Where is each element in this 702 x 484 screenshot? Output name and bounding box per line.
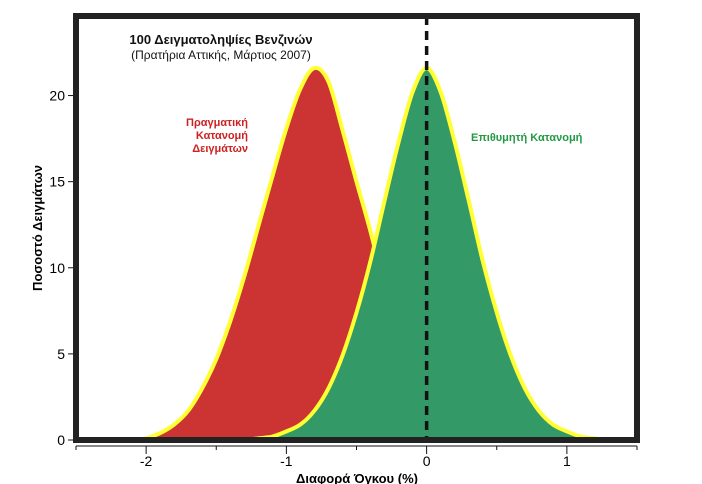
annotation-actual-line-3: Δειγμάτων	[192, 143, 248, 155]
x-tick-label: 0	[423, 453, 431, 469]
x-axis-label: Διαφορά Όγκου (%)	[296, 471, 418, 484]
y-tick-label: 10	[49, 260, 65, 276]
annotation-desired: Επιθυμητή Κατανομή	[471, 132, 583, 144]
y-tick-label: 15	[49, 174, 65, 190]
plot-area	[131, 16, 610, 440]
annotation-actual-line-2: Κατανομή	[196, 130, 248, 142]
y-tick-label: 5	[57, 346, 65, 362]
x-tick-label: -1	[280, 453, 293, 469]
y-axis-label: Ποσοστό Δειγμάτων	[30, 165, 45, 291]
annotation-actual-line-1: Πραγματική	[186, 117, 248, 129]
y-tick-label: 0	[57, 432, 65, 448]
plot-frame	[73, 13, 640, 443]
x-tick-label: -2	[140, 453, 153, 469]
series-area-desired	[244, 68, 609, 440]
chart-subtitle: (Πρατήρια Αττικής, Μάρτιος 2007)	[131, 48, 311, 62]
chart-title: 100 Δειγματοληψίες Βενζινών	[129, 32, 312, 47]
y-tick-label: 20	[49, 88, 65, 104]
x-tick-label: 1	[563, 453, 571, 469]
